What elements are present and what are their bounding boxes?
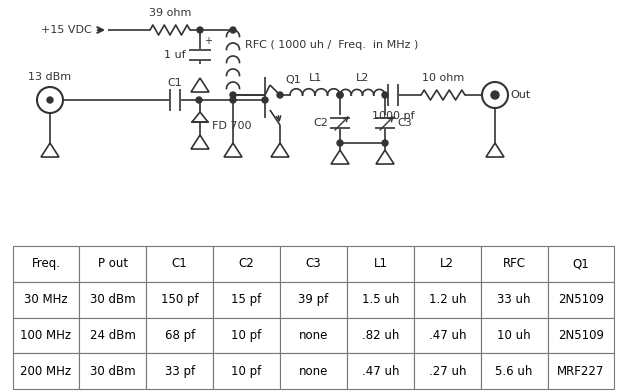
Text: Q1: Q1 [285,75,301,85]
Text: 39 ohm: 39 ohm [149,8,191,18]
Text: C2: C2 [313,118,328,128]
Circle shape [230,97,236,103]
Circle shape [197,27,203,33]
Circle shape [491,91,499,99]
Text: C1: C1 [167,78,182,88]
Circle shape [337,92,343,98]
Circle shape [482,82,508,108]
Text: 1000 pf: 1000 pf [372,111,414,121]
Text: L2: L2 [356,73,369,83]
Text: 1 uf: 1 uf [164,50,186,60]
Text: 13 dBm: 13 dBm [28,72,71,82]
Circle shape [196,97,202,103]
Circle shape [337,140,343,146]
Circle shape [382,92,388,98]
Circle shape [230,92,236,98]
Circle shape [382,140,388,146]
Circle shape [277,92,283,98]
Text: +: + [204,36,212,46]
Circle shape [492,92,498,98]
Text: Out: Out [510,90,530,100]
Circle shape [337,92,343,98]
Text: FD 700: FD 700 [212,121,251,131]
Text: +15 VDC: +15 VDC [41,25,92,35]
Circle shape [230,27,236,33]
Text: 10 ohm: 10 ohm [422,73,464,83]
Text: C3: C3 [397,118,412,128]
Text: L1: L1 [308,73,322,83]
Circle shape [262,97,268,103]
Circle shape [37,87,63,113]
Text: RFC ( 1000 uh /  Freq.  in MHz ): RFC ( 1000 uh / Freq. in MHz ) [245,40,418,50]
Circle shape [47,97,53,103]
